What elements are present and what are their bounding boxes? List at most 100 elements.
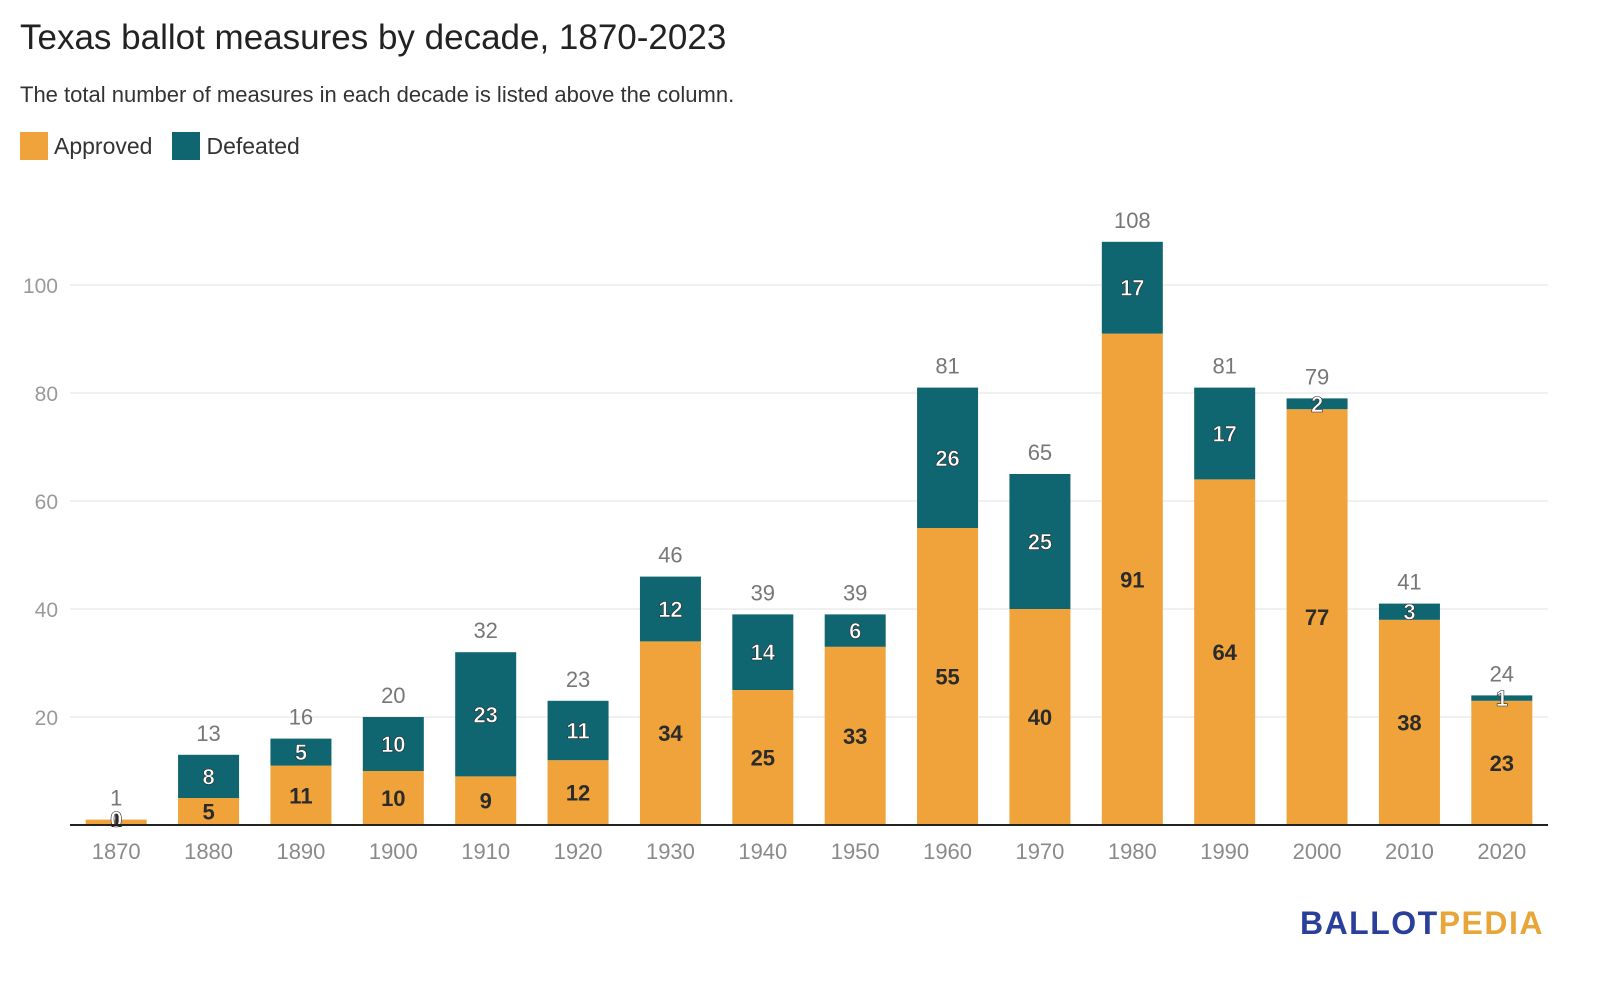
legend-label-approved: Approved bbox=[54, 132, 153, 159]
total-label: 20 bbox=[381, 683, 405, 708]
bar-defeated bbox=[732, 614, 794, 690]
bar-defeated bbox=[1286, 398, 1348, 410]
total-label: 79 bbox=[1305, 364, 1329, 389]
total-label: 65 bbox=[1028, 440, 1052, 465]
data-label-defeated: 11 bbox=[566, 719, 589, 744]
legend-swatch-approved bbox=[20, 132, 48, 160]
total-label: 81 bbox=[1212, 354, 1236, 379]
total-label: 1 bbox=[110, 786, 122, 811]
legend-item-approved: Approved bbox=[20, 132, 152, 160]
x-tick-label: 1900 bbox=[369, 839, 418, 864]
data-label-approved: 55 bbox=[935, 665, 959, 690]
x-tick-label: 1990 bbox=[1200, 839, 1249, 864]
data-label-defeated: 17 bbox=[1212, 422, 1236, 447]
data-label-defeated: 0 bbox=[110, 807, 122, 832]
legend-label-defeated: Defeated bbox=[206, 132, 300, 159]
data-label-defeated: 1 bbox=[1496, 686, 1508, 711]
data-label-approved: 11 bbox=[289, 783, 312, 808]
bar-approved bbox=[1286, 409, 1348, 825]
x-tick-label: 1890 bbox=[276, 839, 325, 864]
bar-defeated bbox=[824, 614, 886, 647]
bar-defeated bbox=[547, 700, 609, 761]
data-label-defeated: 25 bbox=[1028, 530, 1052, 555]
data-label-approved: 12 bbox=[566, 781, 590, 806]
bar-approved bbox=[917, 528, 979, 825]
total-label: 32 bbox=[473, 618, 497, 643]
total-label: 46 bbox=[658, 543, 682, 568]
total-label: 13 bbox=[196, 721, 220, 746]
data-label-approved: 9 bbox=[480, 789, 492, 814]
bar-approved bbox=[178, 798, 240, 825]
bar-approved bbox=[1194, 479, 1256, 825]
y-tick-label: 100 bbox=[23, 275, 58, 298]
bar-approved bbox=[639, 641, 701, 825]
data-label-defeated: 5 bbox=[295, 740, 307, 765]
bar-approved bbox=[1009, 609, 1071, 825]
x-tick-label: 2010 bbox=[1385, 839, 1434, 864]
x-tick-label: 1980 bbox=[1108, 839, 1157, 864]
bar-defeated bbox=[1101, 241, 1163, 334]
bar-defeated bbox=[917, 387, 979, 528]
total-label: 41 bbox=[1397, 570, 1421, 595]
x-tick-label: 1960 bbox=[923, 839, 972, 864]
bar-approved bbox=[547, 760, 609, 825]
x-tick-label: 1940 bbox=[738, 839, 787, 864]
x-tick-label: 1870 bbox=[92, 839, 141, 864]
bar-approved bbox=[85, 819, 147, 825]
x-tick-label: 2000 bbox=[1293, 839, 1342, 864]
bar-approved bbox=[1471, 700, 1533, 825]
bar-defeated bbox=[178, 754, 240, 798]
x-tick-label: 1920 bbox=[554, 839, 603, 864]
logo-part-pedia: PEDIA bbox=[1438, 905, 1544, 941]
bar-approved bbox=[1101, 333, 1163, 825]
x-tick-label: 1930 bbox=[646, 839, 695, 864]
bar-defeated bbox=[362, 717, 424, 771]
total-label: 24 bbox=[1490, 661, 1514, 686]
bar-defeated bbox=[1471, 695, 1533, 701]
bar-approved bbox=[270, 765, 332, 825]
data-label-defeated: 17 bbox=[1120, 276, 1144, 301]
data-label-approved: 10 bbox=[381, 786, 405, 811]
total-label: 108 bbox=[1114, 208, 1151, 233]
legend-item-defeated: Defeated bbox=[172, 132, 300, 160]
total-label: 16 bbox=[289, 705, 313, 730]
bar-defeated bbox=[1378, 603, 1440, 620]
data-label-approved: 64 bbox=[1212, 640, 1237, 665]
data-label-approved: 23 bbox=[1490, 751, 1514, 776]
bar-defeated bbox=[455, 652, 517, 777]
chart-subtitle: The total number of measures in each dec… bbox=[20, 82, 735, 107]
x-tick-label: 1910 bbox=[461, 839, 510, 864]
data-label-defeated: 2 bbox=[1311, 392, 1323, 417]
y-tick-label: 40 bbox=[35, 599, 58, 622]
total-label: 39 bbox=[843, 580, 867, 605]
bar-defeated bbox=[1194, 387, 1256, 480]
data-label-approved: 33 bbox=[843, 724, 867, 749]
logo-part-ballot: BALLOT bbox=[1299, 905, 1439, 941]
total-label: 81 bbox=[935, 354, 959, 379]
data-label-defeated: 23 bbox=[473, 702, 497, 727]
data-label-defeated: 14 bbox=[751, 640, 776, 665]
bar-approved bbox=[732, 690, 794, 825]
x-tick-label: 2020 bbox=[1477, 839, 1526, 864]
total-label: 23 bbox=[566, 667, 590, 692]
y-tick-label: 80 bbox=[35, 383, 58, 406]
bar-defeated bbox=[1009, 474, 1071, 609]
data-label-defeated: 10 bbox=[381, 732, 405, 757]
bar-defeated bbox=[639, 576, 701, 642]
bar-approved bbox=[362, 771, 424, 825]
data-label-approved: 34 bbox=[658, 721, 683, 746]
y-tick-label: 60 bbox=[35, 491, 58, 514]
data-label-approved: 38 bbox=[1397, 710, 1421, 735]
y-tick-label: 20 bbox=[35, 707, 58, 730]
data-label-approved: 40 bbox=[1028, 705, 1052, 730]
x-tick-label: 1880 bbox=[184, 839, 233, 864]
data-label-defeated: 26 bbox=[935, 446, 959, 471]
data-label-defeated: 8 bbox=[202, 764, 214, 789]
bar-approved bbox=[824, 646, 886, 825]
data-label-approved: 91 bbox=[1120, 567, 1144, 592]
total-label: 39 bbox=[751, 580, 775, 605]
data-label-approved: 25 bbox=[751, 746, 775, 771]
data-label-defeated: 12 bbox=[658, 597, 682, 622]
legend: Approved Defeated bbox=[20, 132, 320, 160]
